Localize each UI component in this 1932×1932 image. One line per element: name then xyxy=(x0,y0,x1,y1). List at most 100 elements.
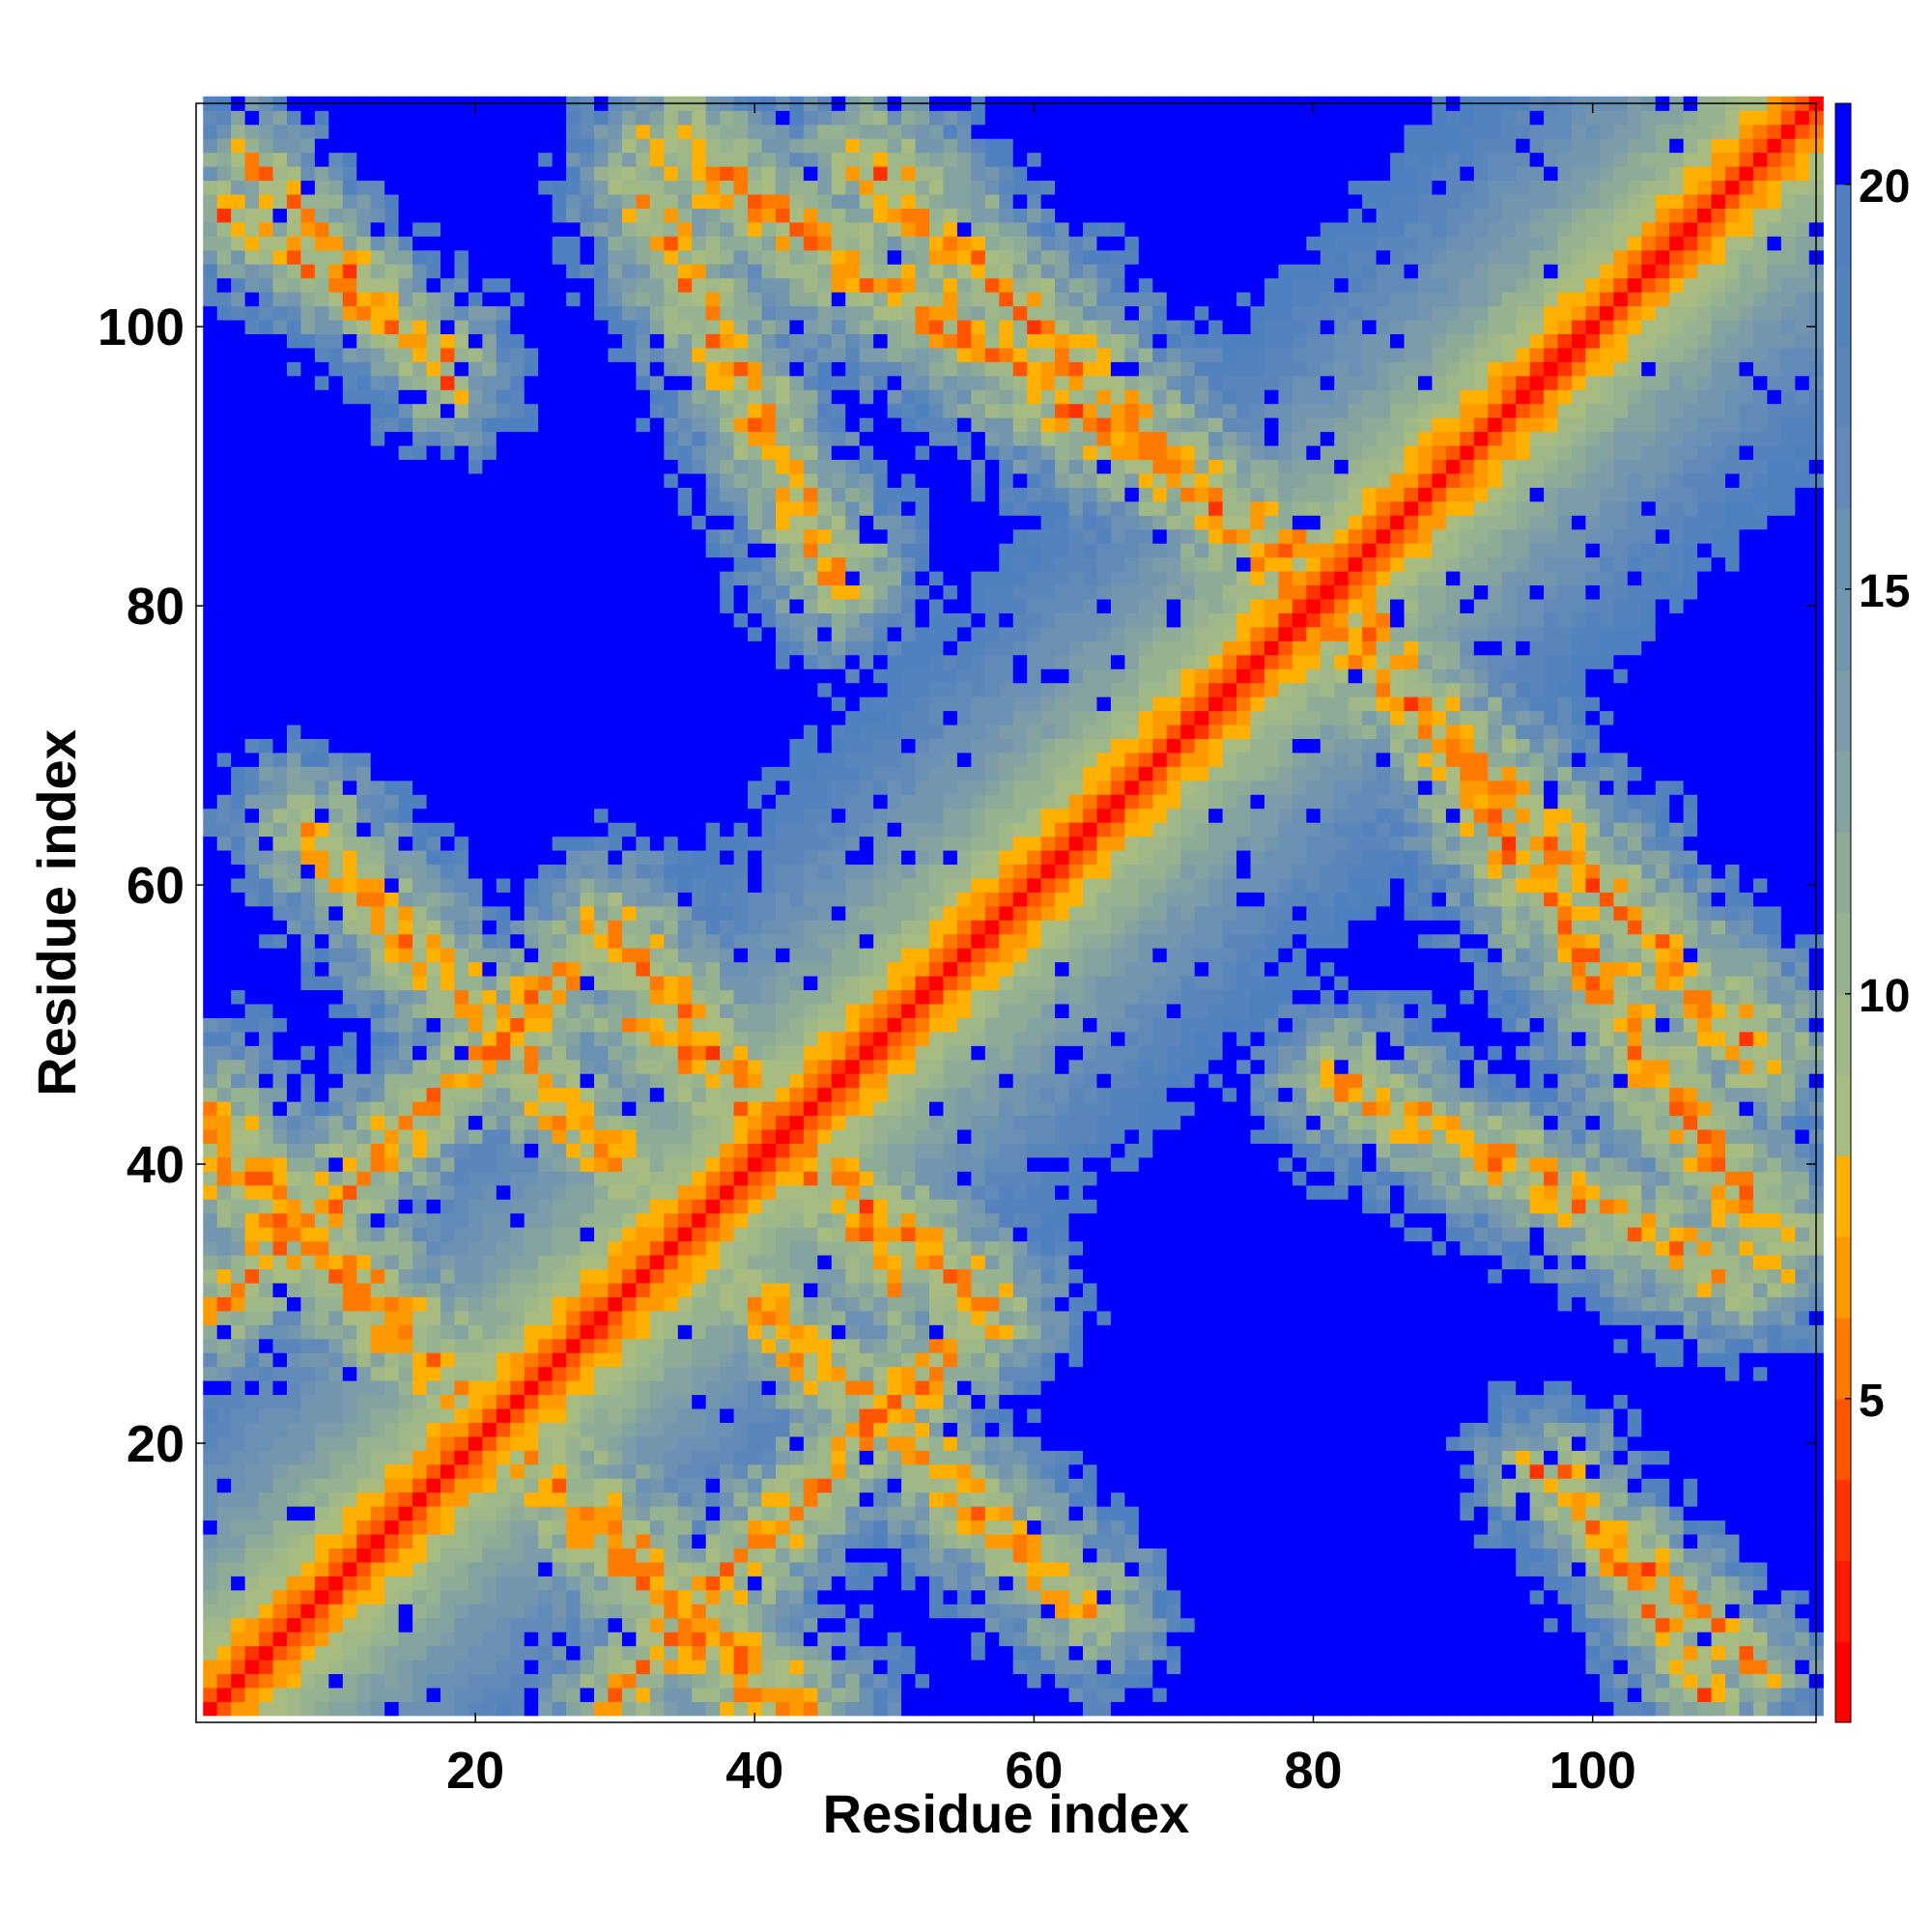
heatmap-cell xyxy=(244,444,260,461)
heatmap-cell xyxy=(524,472,539,488)
heatmap-cell xyxy=(594,794,610,810)
heatmap-cell xyxy=(328,472,344,488)
heatmap-cell xyxy=(370,319,385,334)
heatmap-cell xyxy=(440,1576,456,1591)
heatmap-cell xyxy=(328,277,344,293)
heatmap-cell xyxy=(524,1520,539,1535)
heatmap-cell xyxy=(692,1478,707,1493)
heatmap-cell xyxy=(412,1338,428,1353)
heatmap-cell xyxy=(468,1366,483,1381)
heatmap-cell xyxy=(216,264,232,279)
heatmap-cell xyxy=(748,710,763,725)
heatmap-cell xyxy=(538,808,554,823)
heatmap-cell xyxy=(552,180,567,195)
heatmap-cell xyxy=(649,640,665,656)
heatmap-cell xyxy=(272,584,288,600)
heatmap-cell xyxy=(664,1380,679,1396)
heatmap-cell xyxy=(482,724,497,739)
heatmap-cell xyxy=(510,431,526,446)
heatmap-cell xyxy=(580,1604,595,1619)
heatmap-cell xyxy=(370,1422,385,1437)
heatmap-cell xyxy=(300,1450,316,1465)
heatmap-cell xyxy=(636,584,651,600)
heatmap-cell xyxy=(482,794,497,810)
heatmap-cell xyxy=(216,1366,232,1381)
heatmap-cell xyxy=(510,1171,526,1186)
heatmap-cell xyxy=(496,1617,511,1633)
heatmap-cell xyxy=(748,752,763,767)
heatmap-cell xyxy=(580,1045,595,1061)
heatmap-cell xyxy=(789,1520,805,1535)
heatmap-cell xyxy=(720,319,735,334)
heatmap-cell xyxy=(300,1338,316,1353)
heatmap-cell xyxy=(370,976,385,991)
heatmap-cell xyxy=(259,1171,274,1186)
heatmap-cell xyxy=(398,292,413,307)
heatmap-cell xyxy=(664,1617,679,1633)
heatmap-cell xyxy=(720,528,735,544)
heatmap-cell xyxy=(398,738,413,753)
heatmap-cell xyxy=(552,1533,567,1548)
heatmap-cell xyxy=(286,403,302,418)
heatmap-cell xyxy=(328,682,344,697)
heatmap-cell xyxy=(566,1407,582,1423)
heatmap-cell xyxy=(608,180,623,195)
heatmap-cell xyxy=(496,1492,511,1507)
heatmap-cell xyxy=(538,515,554,530)
heatmap-cell xyxy=(761,152,777,167)
heatmap-cell xyxy=(580,1254,595,1270)
heatmap-cell xyxy=(775,877,791,893)
heatmap-cell xyxy=(510,1031,526,1046)
heatmap-cell xyxy=(748,822,763,838)
heatmap-cell xyxy=(566,1492,582,1507)
heatmap-cell xyxy=(538,1073,554,1089)
heatmap-cell xyxy=(244,1212,260,1228)
heatmap-cell xyxy=(621,1366,637,1381)
heatmap-cell xyxy=(454,864,469,879)
heatmap-cell xyxy=(748,166,763,182)
heatmap-cell xyxy=(775,961,791,977)
heatmap-cell xyxy=(328,1310,344,1325)
heatmap-cell xyxy=(231,1017,246,1033)
heatmap-cell xyxy=(412,264,428,279)
heatmap-cell xyxy=(426,1268,441,1284)
heatmap-cell xyxy=(552,1394,567,1409)
heatmap-cell xyxy=(203,487,218,502)
heatmap-cell xyxy=(244,1296,260,1312)
heatmap-cell xyxy=(342,124,357,139)
heatmap-cell xyxy=(203,1156,218,1172)
heatmap-cell xyxy=(342,361,357,377)
heatmap-cell xyxy=(300,654,316,669)
heatmap-cell xyxy=(203,193,218,209)
heatmap-cell xyxy=(356,654,372,669)
heatmap-cell xyxy=(454,836,469,851)
heatmap-cell xyxy=(342,724,357,739)
heatmap-cell xyxy=(496,375,511,390)
heatmap-cell xyxy=(733,124,749,139)
heatmap-cell xyxy=(231,1254,246,1270)
heatmap-cell xyxy=(314,1478,329,1493)
heatmap-cell xyxy=(440,1045,456,1061)
heatmap-cell xyxy=(496,1407,511,1423)
heatmap-cell xyxy=(286,389,302,405)
heatmap-cell xyxy=(552,1366,567,1381)
heatmap-cell xyxy=(677,1268,693,1284)
heatmap-cell xyxy=(552,1143,567,1158)
heatmap-cell xyxy=(216,1687,232,1702)
heatmap-cell xyxy=(440,654,456,669)
heatmap-cell xyxy=(692,1659,707,1675)
heatmap-cell xyxy=(426,780,441,795)
heatmap-cell xyxy=(272,738,288,753)
heatmap-cell xyxy=(216,961,232,977)
heatmap-cell xyxy=(636,375,651,390)
heatmap-cell xyxy=(286,877,302,893)
heatmap-cell xyxy=(272,333,288,349)
heatmap-cell xyxy=(398,487,413,502)
heatmap-cell xyxy=(496,1324,511,1340)
heatmap-cell xyxy=(789,124,805,139)
heatmap-cell xyxy=(384,487,400,502)
heatmap-cell xyxy=(720,180,735,195)
heatmap-cell xyxy=(580,305,595,321)
heatmap-cell xyxy=(231,1422,246,1437)
heatmap-cell xyxy=(748,1031,763,1046)
